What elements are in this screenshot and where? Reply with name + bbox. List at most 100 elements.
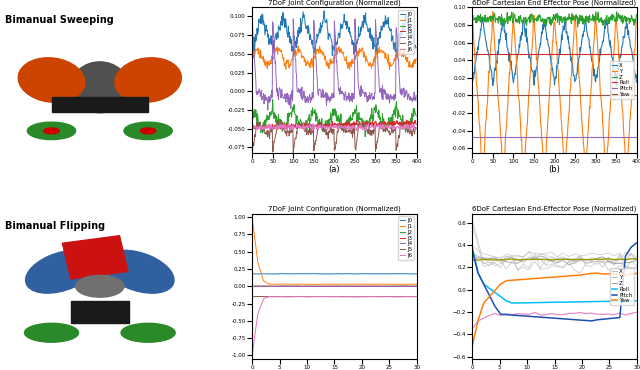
- Legend: J0, J1, J2, J3, J4, J5, J6: J0, J1, J2, J3, J4, J5, J6: [398, 10, 414, 54]
- Y: [522, 136, 530, 141]
- J4: [339, 284, 347, 289]
- Y: [605, 312, 612, 316]
- Roll: [542, 300, 550, 305]
- Ellipse shape: [44, 128, 60, 134]
- Y: [536, 313, 544, 317]
- Roll: [534, 52, 541, 56]
- Roll: [605, 299, 612, 303]
- J4: [260, 284, 268, 289]
- X: [582, 258, 589, 262]
- Yaw: [548, 275, 556, 279]
- J2: [276, 284, 284, 288]
- J6: [362, 295, 369, 299]
- J3: [266, 284, 273, 289]
- J2: [373, 284, 381, 289]
- Yaw: [502, 279, 510, 283]
- J3: [248, 123, 256, 128]
- Pitch: [508, 313, 516, 317]
- X-axis label: (a): (a): [328, 165, 340, 174]
- J1: [401, 282, 409, 286]
- Y: [534, 72, 541, 76]
- J3: [412, 122, 420, 127]
- Pitch: [588, 135, 595, 139]
- J3: [379, 284, 387, 289]
- J5: [367, 131, 375, 135]
- Pitch: [627, 245, 635, 249]
- Yaw: [587, 93, 595, 98]
- J3: [268, 122, 276, 127]
- Yaw: [616, 272, 623, 276]
- Roll: [536, 300, 544, 305]
- Yaw: [632, 93, 640, 98]
- Y: [588, 81, 595, 85]
- Roll: [522, 52, 530, 56]
- Pitch: [621, 254, 629, 258]
- J5: [274, 118, 282, 122]
- J5: [333, 295, 341, 299]
- Roll: [593, 299, 601, 304]
- J1: [350, 282, 358, 286]
- J5: [302, 128, 310, 132]
- Pitch: [632, 135, 640, 139]
- J2: [310, 284, 318, 289]
- Yaw: [480, 301, 488, 305]
- J3: [271, 284, 278, 289]
- J2: [300, 284, 307, 289]
- Yaw: [536, 276, 544, 280]
- Pitch: [468, 248, 476, 253]
- J3: [367, 121, 375, 125]
- Ellipse shape: [28, 122, 76, 139]
- Y: [627, 311, 635, 316]
- J3: [316, 284, 324, 289]
- X: [489, 83, 497, 88]
- Y: [573, 32, 580, 37]
- J6: [310, 295, 318, 299]
- J3: [333, 284, 341, 289]
- J0: [271, 272, 278, 276]
- J6: [305, 295, 313, 299]
- J0: [362, 272, 369, 276]
- Yaw: [554, 275, 561, 279]
- J3: [260, 284, 268, 289]
- J1: [368, 63, 376, 67]
- J2: [254, 284, 262, 289]
- J0: [276, 272, 284, 276]
- Y: [616, 311, 623, 315]
- J5: [294, 294, 301, 299]
- X: [605, 256, 612, 261]
- J1: [333, 282, 341, 286]
- J1: [385, 282, 392, 286]
- J1: [271, 282, 278, 286]
- Roll: [616, 299, 623, 303]
- J2: [339, 284, 347, 289]
- J2: [271, 284, 278, 289]
- J0: [333, 272, 341, 276]
- J2: [316, 284, 324, 289]
- Roll: [502, 299, 510, 303]
- J6: [322, 295, 330, 299]
- Pitch: [520, 314, 527, 318]
- Pitch: [565, 317, 573, 322]
- Pitch: [605, 316, 612, 321]
- J4: [413, 284, 420, 289]
- Roll: [548, 300, 556, 305]
- J4: [268, 95, 276, 100]
- J5: [379, 295, 387, 299]
- J6: [271, 295, 278, 299]
- J2: [385, 284, 392, 288]
- J5: [373, 295, 381, 299]
- J4: [294, 284, 301, 289]
- X: [534, 56, 542, 60]
- J3: [294, 284, 301, 289]
- Y: [491, 311, 499, 316]
- Yaw: [576, 273, 584, 278]
- Y: [502, 312, 510, 316]
- J5: [368, 133, 376, 138]
- J1: [305, 282, 313, 286]
- J2: [362, 284, 369, 289]
- J5: [401, 295, 409, 299]
- J2: [268, 112, 276, 116]
- Line: Y: Y: [472, 312, 637, 329]
- J5: [316, 295, 324, 299]
- J3: [390, 284, 397, 289]
